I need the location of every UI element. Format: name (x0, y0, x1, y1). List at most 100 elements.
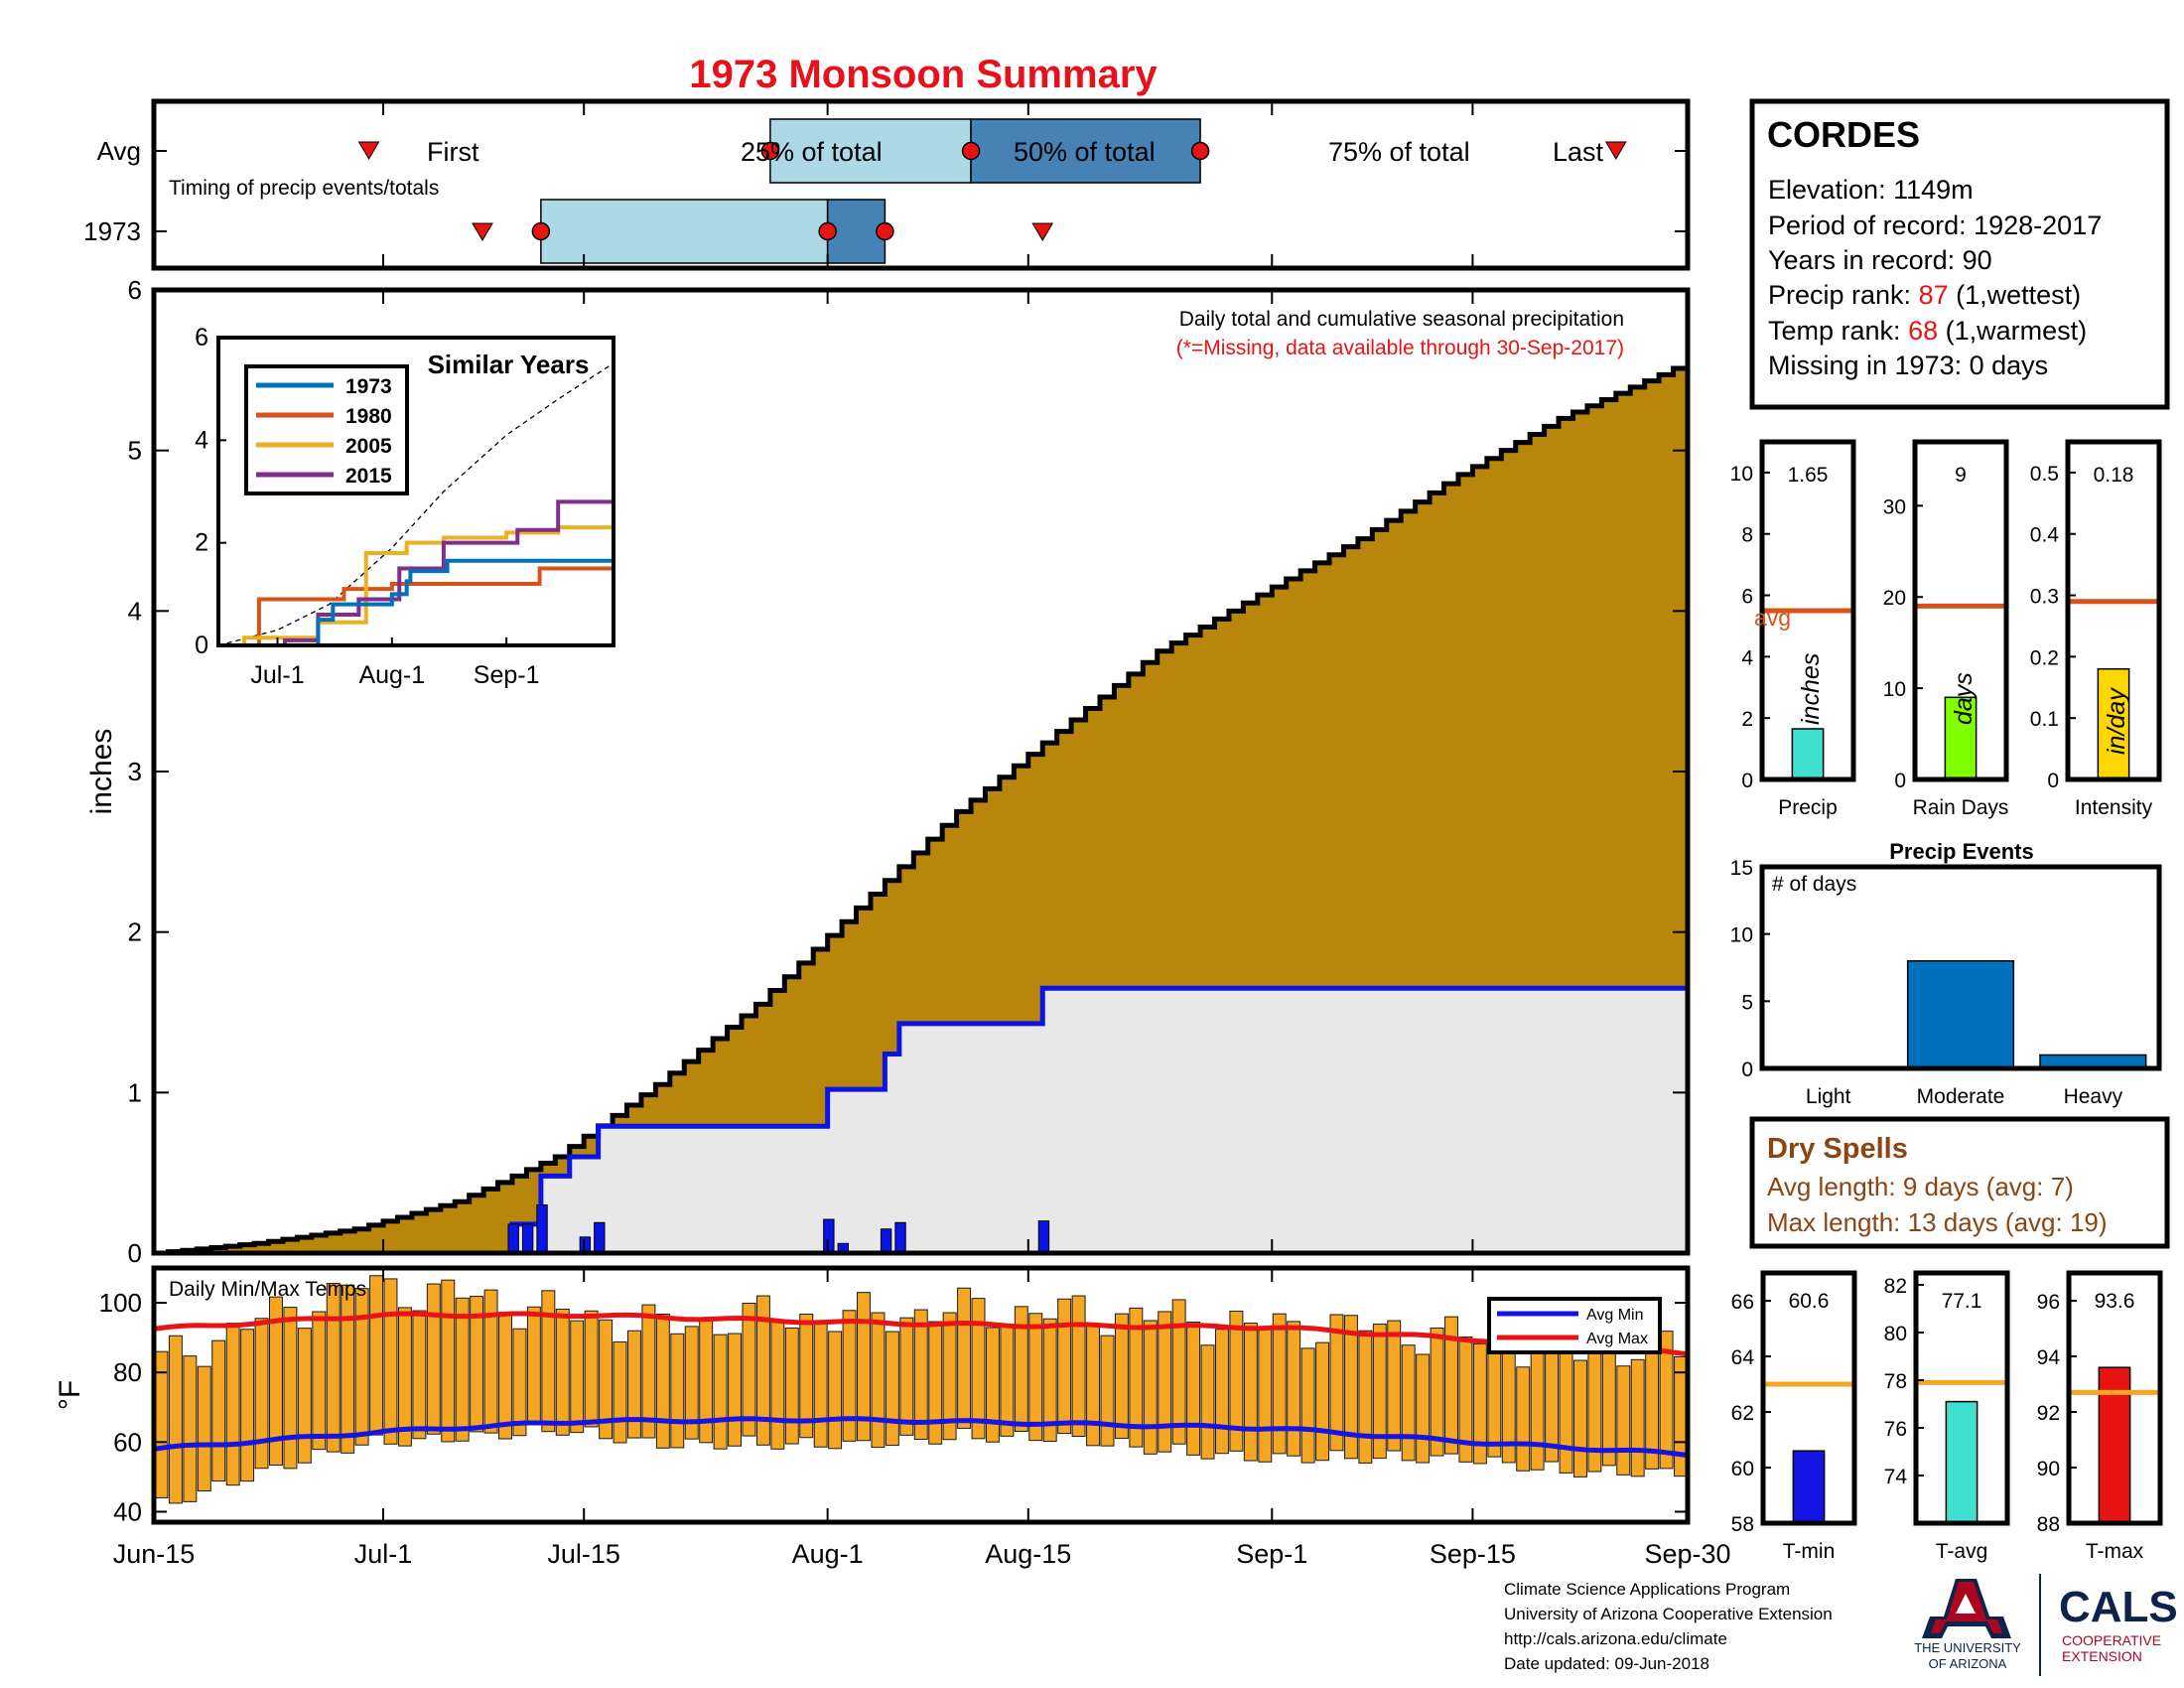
daily-temp-bar (641, 1304, 656, 1439)
daily-temp-bar (842, 1310, 857, 1442)
summary-bar-panels: 0 2 4 6 8 10 0 10 20 30 0 0.1 0.2 0.3 0.4 0.5 58 60 62 64 66… (1730, 439, 2163, 1536)
events-x-label: Moderate (1917, 1085, 2005, 1108)
tavg-value-label: 77.1 (1942, 1290, 1982, 1313)
events-y-tick-label: 0 (1741, 1058, 1753, 1081)
precip-bar (1791, 728, 1825, 780)
daily-precip-bar (521, 1223, 534, 1254)
intensity-y-tick-label: 0.3 (2030, 586, 2059, 609)
daily-temp-bar (885, 1331, 899, 1447)
daily-temp-bar (354, 1288, 369, 1446)
year-p50-marker (818, 221, 837, 241)
inset-legend: 1973 1980 2005 2015 (244, 364, 409, 495)
intensity-x-label: Intensity (2075, 796, 2153, 819)
inset-y-tick-label: 6 (195, 324, 208, 352)
daily-temp-bar (1100, 1335, 1115, 1447)
precip-y-tick-label: 8 (1741, 524, 1753, 547)
daily-temp-bar (942, 1312, 957, 1441)
timing-row-label-avg: Avg (97, 136, 141, 166)
raindays-unit-label: days (1950, 672, 1978, 725)
tmin-bar (1792, 1450, 1826, 1524)
precip-y-tick-label: 6 (128, 275, 142, 305)
daily-temp-bar (555, 1309, 570, 1436)
daily-temp-bar (1158, 1311, 1172, 1453)
temps-y-axis: 40 60 80 100 (99, 1288, 1688, 1526)
inset-legend-1973: 1973 (345, 375, 392, 398)
tmin-y-tick-label: 58 (1731, 1513, 1754, 1536)
date-tick-label: Jul-15 (547, 1539, 620, 1569)
inset-x-axis: Jul-1 Aug-1 Sep-1 (250, 637, 539, 689)
daily-temp-bar (1042, 1318, 1057, 1443)
precip-y-axis: 0 1 2 3 4 5 6 (128, 275, 1688, 1268)
inset-x-tick-label: Jul-1 (250, 661, 304, 689)
inset-y-tick-label: 4 (195, 426, 208, 454)
daily-temp-bar (584, 1310, 599, 1428)
daily-temp-bar (1028, 1313, 1043, 1442)
tmax-y-tick-label: 94 (2037, 1346, 2061, 1369)
daily-temp-bar (828, 1331, 843, 1450)
inset-line-2005 (218, 525, 614, 647)
season-cumulative-area (154, 988, 1688, 1253)
avg-min-line (153, 1416, 1689, 1459)
raindays-x-label: Rain Days (1913, 796, 2009, 819)
daily-temp-bar (1559, 1341, 1573, 1474)
timing-boxes (154, 118, 1688, 264)
timing-label-first: First (427, 137, 479, 167)
station-temp-rank: Temp rank: 68 (1,warmest) (1768, 316, 2087, 346)
raindays-frame (1912, 439, 2009, 782)
precip-y-tick-label: 3 (128, 757, 142, 786)
daily-temp-bar (971, 1298, 986, 1440)
intensity-y-tick-label: 0 (2047, 770, 2059, 792)
daily-temp-bar (312, 1311, 327, 1451)
daily-temp-bar (341, 1284, 355, 1454)
daily-temp-bar (1358, 1330, 1373, 1464)
timing-panel: Avg 1973 Timing of precip events/totals … (83, 98, 1691, 271)
timing-label-p25: 25% of total (741, 137, 883, 167)
daily-temp-bar (483, 1289, 498, 1434)
events-bar-moderate (1906, 959, 2015, 1069)
tavg-y-tick-label: 82 (1884, 1275, 1907, 1298)
raindays-bar (1944, 696, 1978, 780)
precip-y-tick-label: 1 (128, 1077, 142, 1107)
precip-frame (1759, 439, 1856, 782)
date-tick-label: Sep-30 (1644, 1539, 1730, 1569)
year-last-marker (1031, 222, 1054, 241)
daily-precip-bar (894, 1221, 906, 1254)
inset-y-axis: 0 2 4 6 (195, 324, 226, 659)
tmin-y-tick-label: 64 (1731, 1346, 1755, 1369)
daily-temp-bar (1444, 1316, 1458, 1455)
precip-y-tick-label: 2 (128, 917, 142, 947)
daily-temp-bar (254, 1318, 269, 1470)
events-title: Precip Events (1889, 839, 2034, 864)
temps-chart-frame (151, 1265, 1691, 1525)
daily-temp-bar (1014, 1306, 1028, 1433)
daily-temp-bar (1616, 1365, 1631, 1476)
daily-temp-bar (655, 1313, 670, 1449)
tmin-y-tick-label: 60 (1731, 1458, 1754, 1480)
intensity-unit-label: in/day (2103, 687, 2130, 755)
date-x-axis: Jun-15 Jul-1 Jul-15 Aug-1 Aug-15 Sep-1 Sep-15 S… (113, 101, 1731, 1569)
daily-temp-bar (1200, 1344, 1215, 1460)
precip-y-label: inches (85, 729, 118, 815)
tmin-x-label: T-min (1783, 1540, 1836, 1563)
university-of-arizona-logo: THE UNIVERSITY OF ARIZONA (1914, 1579, 2021, 1671)
raindays-y-tick-label: 0 (1894, 770, 1906, 792)
daily-temp-bar (283, 1307, 298, 1470)
daily-temp-bar (1229, 1311, 1244, 1452)
daily-temp-bar (713, 1334, 728, 1450)
daily-temp-bar (1114, 1313, 1129, 1440)
daily-temp-bar (1343, 1315, 1358, 1460)
temps-legend: Avg Min Avg Max (1487, 1297, 1662, 1354)
tmax-y-tick-label: 96 (2037, 1291, 2060, 1314)
precip-rank-suffix: (1,wettest) (1949, 280, 2082, 310)
events-y-tick-label: 10 (1730, 924, 1753, 947)
daily-temp-bar (1530, 1348, 1545, 1471)
ua-block-a-icon (1922, 1579, 2011, 1638)
intensity-value-label: 0.18 (2094, 464, 2134, 487)
events-y-tick-label: 15 (1730, 857, 1753, 880)
intensity-y-tick-label: 0.5 (2030, 463, 2059, 486)
temps-y-tick-label: 100 (99, 1288, 142, 1318)
temp-rank-label: Temp rank: (1768, 316, 1908, 346)
daily-temp-bar (1215, 1329, 1229, 1455)
daily-temp-bar (1143, 1320, 1158, 1455)
daily-temp-bar (799, 1313, 814, 1439)
